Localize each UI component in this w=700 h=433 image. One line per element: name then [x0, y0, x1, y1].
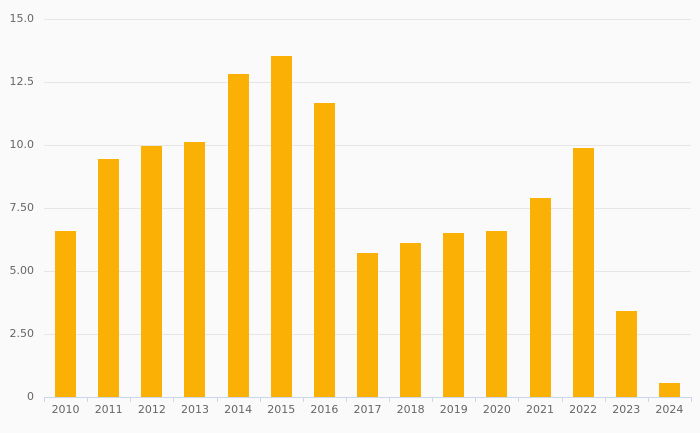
x-axis-tick: [259, 397, 261, 402]
x-axis-tick: [173, 397, 175, 402]
x-axis-tick: [389, 397, 391, 402]
y-tick-label: 2.50: [9, 327, 35, 340]
x-tick-label: 2012: [137, 403, 166, 416]
x-axis-tick: [87, 397, 89, 402]
y-tick-label: 7.50: [9, 201, 35, 214]
x-tick-label: 2020: [482, 403, 511, 416]
x-axis-tick: [130, 397, 132, 402]
bar-2013[interactable]: [184, 142, 206, 397]
x-tick-label: 2014: [224, 403, 253, 416]
x-axis-tick: [216, 397, 218, 402]
bar-2022[interactable]: [572, 147, 594, 397]
x-axis-tick: [44, 397, 45, 402]
bar-2021[interactable]: [529, 197, 551, 397]
x-axis-tick: [561, 397, 563, 402]
bar-2011[interactable]: [98, 158, 120, 397]
y-tick-label: 10.0: [9, 138, 35, 151]
bar-2014[interactable]: [227, 74, 249, 397]
bar-2015[interactable]: [270, 55, 292, 397]
bar-2017[interactable]: [357, 253, 378, 397]
bar-2024[interactable]: [658, 383, 680, 397]
x-axis-tick: [604, 397, 606, 402]
x-axis-tick: [518, 397, 520, 402]
x-tick-label: 2015: [267, 403, 296, 416]
x-tick-label: 2018: [396, 403, 425, 416]
x-axis-tick: [647, 397, 649, 402]
bar-2016[interactable]: [313, 103, 335, 397]
gridline: [44, 208, 691, 209]
gridline: [44, 82, 691, 83]
bar-2019[interactable]: [443, 233, 465, 397]
x-axis-tick: [475, 397, 477, 402]
x-axis-line: [44, 397, 692, 398]
gridline: [44, 145, 691, 146]
x-tick-label: 2021: [526, 403, 555, 416]
x-tick-label: 2011: [94, 403, 123, 416]
y-tick-label: 5.00: [9, 264, 35, 277]
x-tick-label: 2022: [569, 403, 598, 416]
y-tick-label: 15.0: [9, 12, 35, 25]
bar-2018[interactable]: [400, 243, 422, 397]
x-tick-label: 2013: [180, 403, 209, 416]
y-tick-label: 12.5: [9, 75, 35, 88]
bar-2023[interactable]: [615, 311, 637, 397]
x-axis-tick: [432, 397, 434, 402]
x-tick-label: 2010: [51, 403, 80, 416]
x-tick-label: 2019: [439, 403, 468, 416]
x-axis-tick: [691, 397, 692, 402]
x-axis-tick: [302, 397, 304, 402]
x-axis-tick: [345, 397, 347, 402]
bar-2020[interactable]: [486, 230, 508, 397]
x-tick-label: 2024: [655, 403, 684, 416]
gridline: [44, 19, 691, 20]
bar-2012[interactable]: [141, 146, 163, 397]
x-tick-label: 2023: [612, 403, 641, 416]
y-tick-label: 0: [27, 390, 34, 403]
x-tick-label: 2016: [310, 403, 339, 416]
plot-area: [44, 19, 691, 397]
bar-2010[interactable]: [55, 230, 77, 397]
x-tick-label: 2017: [353, 403, 382, 416]
